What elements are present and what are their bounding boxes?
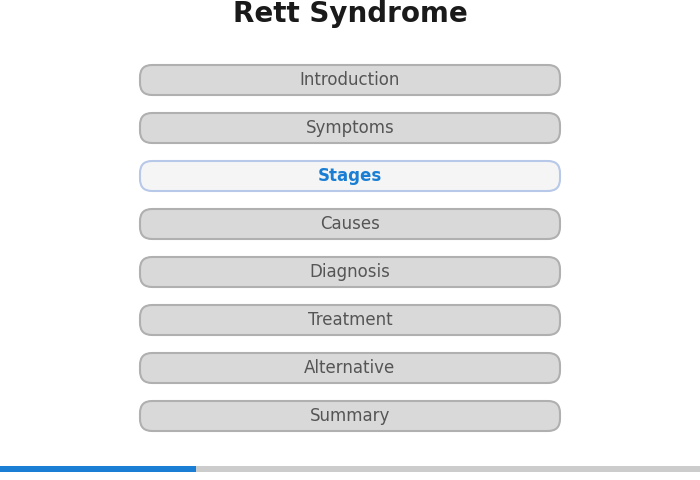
Bar <box>0 466 700 472</box>
Text: Symptoms: Symptoms <box>306 119 394 137</box>
FancyBboxPatch shape <box>140 257 560 287</box>
FancyBboxPatch shape <box>140 401 560 431</box>
FancyBboxPatch shape <box>140 209 560 239</box>
Bar <box>0 466 196 472</box>
FancyBboxPatch shape <box>140 353 560 383</box>
Text: Rett Syndrome: Rett Syndrome <box>232 0 468 28</box>
Text: Introduction: Introduction <box>300 71 400 89</box>
Text: Alternative: Alternative <box>304 359 395 377</box>
Text: Causes: Causes <box>320 215 380 233</box>
FancyBboxPatch shape <box>140 113 560 143</box>
FancyBboxPatch shape <box>140 65 560 95</box>
FancyBboxPatch shape <box>140 305 560 335</box>
Text: Summary: Summary <box>310 407 390 425</box>
Text: Diagnosis: Diagnosis <box>309 263 391 281</box>
Text: Treatment: Treatment <box>308 311 392 329</box>
Text: Stages: Stages <box>318 167 382 185</box>
FancyBboxPatch shape <box>140 161 560 191</box>
